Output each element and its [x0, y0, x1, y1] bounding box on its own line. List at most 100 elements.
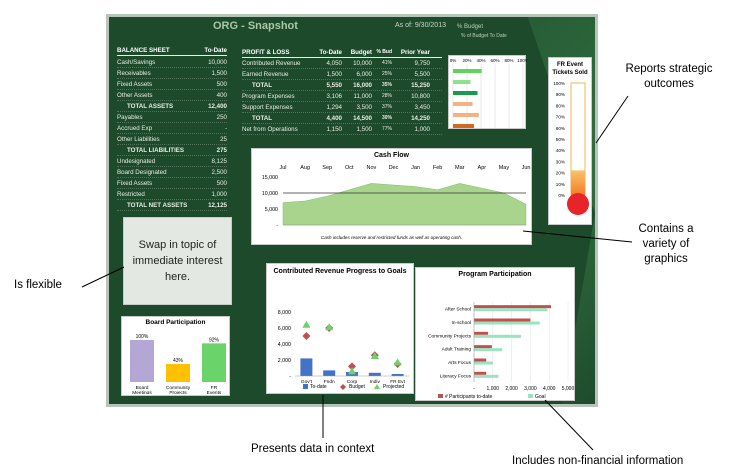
contributed-y-tick: 8,000 — [278, 310, 291, 316]
balance-sheet-row: Other Liabilities 25 — [117, 134, 227, 145]
balance-sheet-value: 8,125 — [211, 158, 227, 165]
cash-flow-month-label: Aug — [300, 165, 310, 171]
program-goal-bar — [474, 308, 548, 312]
balance-sheet-value: 400 — [216, 92, 227, 99]
pct-budget-svg: 0% 20% 40% 60% 80% 100% — [450, 58, 529, 128]
pl-row: Earned Revenue 1,500 6,000 25% 5,500 — [242, 69, 442, 80]
contributed-category-label: FR Evt — [390, 379, 405, 385]
balance-sheet-value: 500 — [216, 81, 227, 88]
contributed-revenue-chart: Contributed Revenue Progress to Goals 8,… — [266, 263, 414, 394]
pct-tick-label: 0% — [450, 58, 457, 63]
pl-cell: 1,500 — [326, 71, 342, 78]
pl-cell: 3,500 — [356, 104, 372, 111]
board-participation-bar — [202, 343, 226, 382]
balance-sheet-value: 12,125 — [208, 202, 227, 209]
pl-row: Program Expenses 3,106 11,000 28% 10,800 — [242, 91, 442, 102]
balance-sheet-label: Other Assets — [117, 92, 153, 99]
contributed-y-tick: 4,000 — [278, 342, 291, 348]
program-participants-bar — [474, 331, 489, 335]
contributed-y-tick: 6,000 — [278, 326, 291, 332]
balance-sheet-row: Fixed Assets 500 — [117, 79, 227, 90]
pl-cell: Net from Operations — [242, 126, 298, 133]
cash-flow-y-tick: 10,000 — [262, 191, 278, 197]
pl-cell: 9,750 — [414, 60, 430, 67]
contributed-projected-marker — [302, 320, 311, 328]
program-category-label: In-school — [452, 320, 471, 326]
pl-cell: 25% — [381, 71, 392, 77]
pl-row: TOTAL 4,400 14,500 30% 14,250 — [242, 113, 442, 124]
board-participation-title: Board Participation — [145, 319, 206, 326]
cash-flow-title: Cash Flow — [373, 152, 409, 159]
balance-sheet-row: TOTAL ASSETS 12,400 — [117, 101, 227, 112]
program-category-label: Community Projects — [428, 333, 472, 339]
program-x-tick: 2,000 — [505, 386, 518, 392]
balance-sheet-label: Cash/Savings — [117, 59, 156, 66]
dashboard-board: ORG - Snapshot As of: 9/30/2013 % Budget… — [106, 14, 598, 407]
cash-flow-month-label: May — [499, 165, 510, 171]
balance-sheet-row: Cash/Savings 10,000 — [117, 57, 227, 68]
balance-sheet-label: Other Liabilities — [117, 136, 160, 143]
board-participation-category: Events — [207, 390, 222, 394]
pl-cell: 5,500 — [414, 71, 430, 78]
board-participation-value: 43% — [173, 358, 184, 364]
balance-sheet-label: Payables — [117, 114, 143, 121]
program-category-label: Adult Training — [442, 347, 472, 353]
board-participation-category: FR — [211, 385, 218, 391]
balance-sheet-value: 2,500 — [211, 169, 227, 176]
balance-sheet-label: Restricted — [117, 191, 145, 198]
pl-header: PROFIT & LOSS To-Date Budget % Bud Prior… — [242, 47, 442, 58]
program-goal-bar — [474, 374, 499, 378]
pl-cell: TOTAL — [252, 82, 273, 89]
contributed-todate-bar — [300, 358, 313, 376]
balance-sheet-row: TOTAL LIABILITIES 275 — [117, 145, 227, 156]
pct-bar — [453, 91, 478, 95]
balance-sheet-row: Board Designated 2,500 — [117, 167, 227, 178]
balance-sheet-value: 10,000 — [208, 59, 227, 66]
balance-sheet-label: Undesignated — [117, 158, 156, 165]
pl-cell: 3,106 — [326, 93, 342, 100]
balance-sheet-row: Undesignated 8,125 — [117, 156, 227, 167]
balance-sheet-value: 250 — [216, 114, 227, 121]
pct-tick-label: 60% — [490, 58, 499, 63]
thermometer-tick: 10% — [556, 182, 565, 187]
pl-cell: TOTAL — [252, 115, 273, 122]
balance-sheet-label: Board Designated — [117, 169, 167, 176]
legend-todate-label: To-date — [310, 384, 327, 390]
thermometer-tick: 50% — [556, 137, 565, 142]
balance-sheet-value: 500 — [216, 180, 227, 187]
pct-bar — [453, 69, 482, 73]
balance-sheet-label: Receivables — [117, 70, 151, 77]
contributed-todate-bar — [368, 372, 381, 376]
program-x-tick: 1,000 — [487, 386, 500, 392]
program-x-tick: - — [473, 386, 475, 392]
pct-tick-label: 20% — [462, 58, 471, 63]
program-x-tick: 4,000 — [543, 386, 556, 392]
contributed-revenue-title: Contributed Revenue Progress to Goals — [273, 268, 407, 275]
contributed-todate-bar — [391, 374, 404, 376]
balance-sheet-value: 1,000 — [211, 191, 227, 198]
balance-sheet-label: TOTAL ASSETS — [127, 103, 174, 110]
legend-goal-swatch — [528, 394, 533, 398]
pl-row: Support Expenses 1,294 3,500 37% 3,450 — [242, 102, 442, 113]
pl-row: TOTAL 5,550 16,000 35% 15,250 — [242, 80, 442, 91]
pl-header-cell: % Bud — [376, 49, 392, 55]
balance-sheet-row: Receivables 1,500 — [117, 68, 227, 79]
cash-flow-month-label: Oct — [345, 165, 354, 171]
pl-header-cell: Budget — [350, 49, 372, 56]
program-category-label: Literacy Focus — [440, 373, 472, 379]
thermometer-tick: 40% — [556, 148, 565, 153]
contributed-budget-marker — [302, 332, 311, 340]
legend-goal-label: Goal — [535, 394, 546, 400]
pl-cell: Earned Revenue — [242, 71, 289, 78]
fr-event-thermometer: FR Event Tickets Sold 100% 90% 80% 70% 60% 50… — [548, 57, 592, 225]
legend-projected-label: Projected — [383, 384, 404, 390]
balance-sheet-label: Fixed Assets — [117, 180, 153, 187]
cash-flow-month-label: Apr — [478, 165, 487, 171]
legend-participants-label: # Participants to-date — [445, 394, 492, 400]
cash-flow-y-tick: 5,000 — [265, 207, 278, 213]
thermometer-tick: 20% — [556, 171, 565, 176]
cash-flow-month-label: Jul — [279, 165, 286, 171]
pl-cell: 4,050 — [326, 60, 342, 67]
pct-bar — [453, 102, 473, 106]
